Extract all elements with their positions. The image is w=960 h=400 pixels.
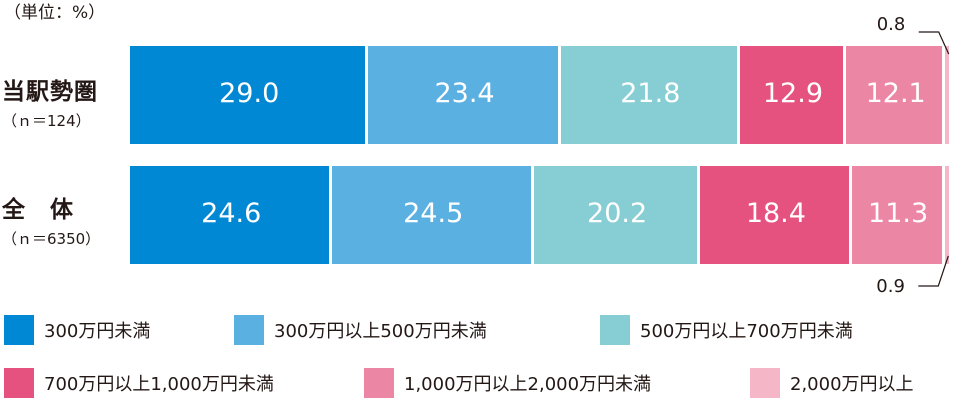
- bar-segment: [739, 46, 846, 144]
- legend-swatch: [4, 315, 34, 345]
- row-sample-size: （ｎ＝6350）: [2, 230, 101, 248]
- bar-value-label: 12.9: [762, 78, 823, 109]
- bar-segment: [368, 46, 561, 144]
- legend-label: 500万円以上700万円未満: [640, 321, 853, 342]
- row-label-overall: 全 体 （ｎ＝6350）: [2, 190, 100, 249]
- row-label-station-area: 当駅勢圏 （ｎ＝124）: [2, 72, 98, 131]
- legend-item: 300万円未満: [4, 315, 150, 345]
- bar-value-label: 18.4: [745, 198, 806, 229]
- bar-segment: [851, 166, 945, 264]
- row-name: 当駅勢圏: [2, 79, 98, 105]
- callout-leaders: [918, 31, 950, 287]
- leader-line: [918, 31, 950, 55]
- legend-swatch: [600, 315, 630, 345]
- legend: 300万円未満 300万円以上500万円未満 500万円以上700万円未満 700万円…: [0, 310, 960, 400]
- bar-segment: [130, 166, 333, 264]
- legend-swatch: [750, 368, 780, 398]
- bar-value-label: 29.0: [219, 78, 280, 109]
- legend-swatch: [4, 368, 34, 398]
- legend-item: 700万円以上1,000万円未満: [4, 368, 274, 398]
- bar-value-label: 23.4: [434, 78, 495, 109]
- legend-label: 2,000万円以上: [790, 374, 914, 395]
- bar-segment: [944, 166, 952, 264]
- row-sample-size: （ｎ＝124）: [2, 112, 91, 130]
- bar-segment: [945, 46, 952, 144]
- bar-segment: [534, 166, 701, 264]
- callout-value-label: 0.9: [876, 276, 905, 297]
- legend-item: 500万円以上700万円未満: [600, 315, 853, 345]
- legend-item: 1,000万円以上2,000万円未満: [364, 368, 651, 398]
- bar-value-label: 12.1: [865, 78, 926, 109]
- bar-value-label: 24.5: [403, 198, 464, 229]
- legend-swatch: [234, 315, 264, 345]
- legend-item: 2,000万円以上: [750, 368, 914, 398]
- legend-label: 300万円未満: [44, 321, 151, 342]
- legend-label: 700万円以上1,000万円未満: [44, 374, 274, 395]
- unit-label: （単位：%）: [4, 3, 106, 23]
- legend-label: 1,000万円以上2,000万円未満: [404, 374, 652, 395]
- legend-item: 300万円以上500万円未満: [234, 315, 487, 345]
- bar-value-label: 11.3: [868, 198, 929, 229]
- bar-segment: [130, 46, 369, 144]
- bar-segment: [560, 46, 740, 144]
- bar-value-label: 21.8: [620, 78, 681, 109]
- legend-label: 300万円以上500万円未満: [274, 321, 487, 342]
- bar-segment: [332, 166, 534, 264]
- row-name: 全 体: [2, 197, 74, 223]
- bar-value-label: 24.6: [201, 198, 262, 229]
- callout-value-label: 0.8: [876, 14, 906, 35]
- bar-segment: [700, 166, 852, 264]
- legend-swatch: [364, 368, 394, 398]
- bar-segment: [845, 46, 946, 144]
- leader-line: [918, 255, 949, 287]
- bar-value-label: 20.2: [587, 198, 648, 229]
